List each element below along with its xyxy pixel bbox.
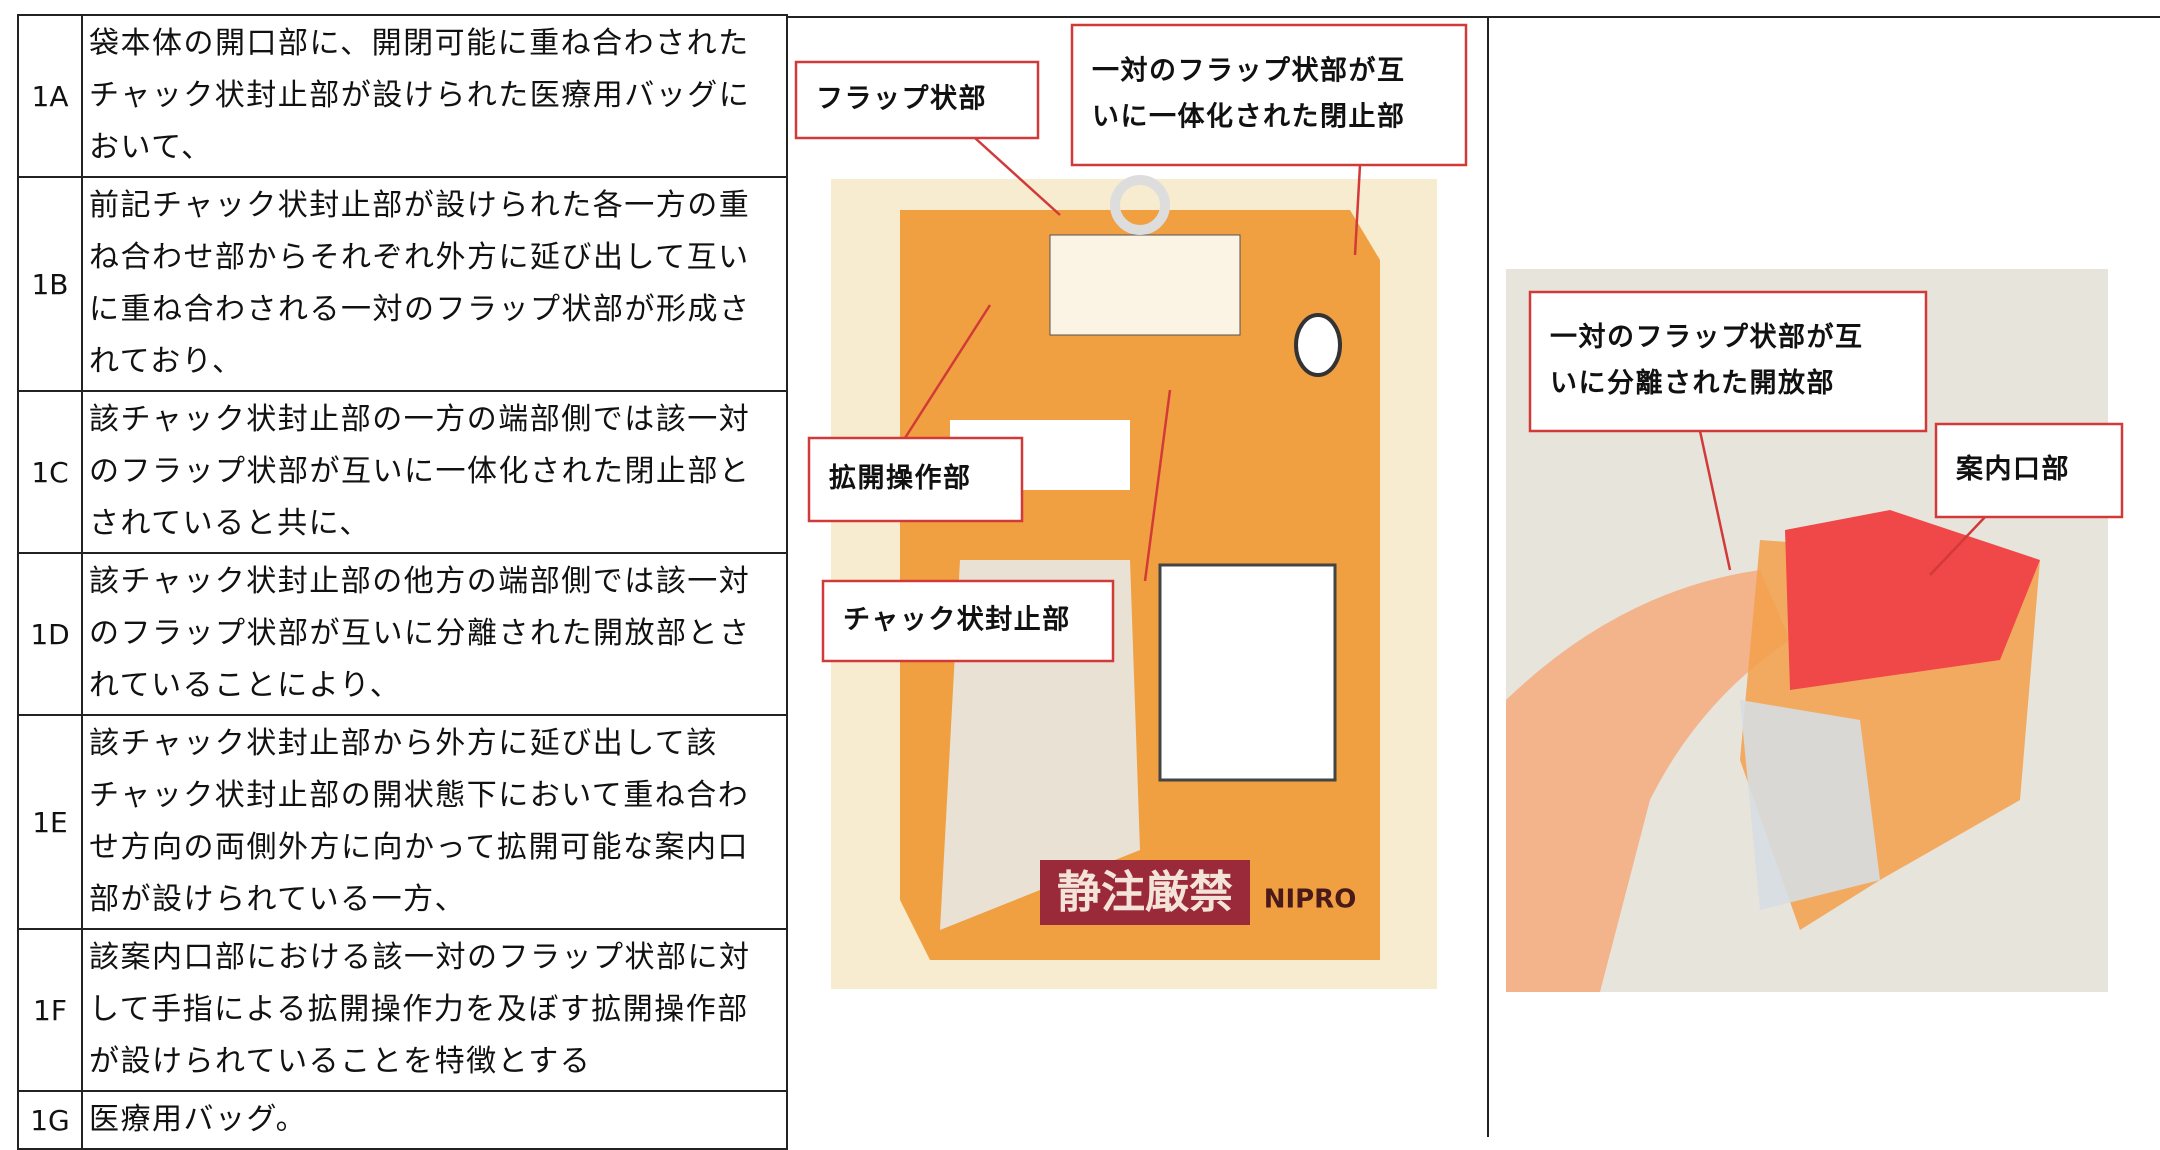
claim-line: して手指による拡開操作力を及ぼす拡開操作部 <box>89 992 749 1027</box>
label-box <box>807 436 1024 523</box>
bag-text: 静注厳禁 <box>1057 867 1233 918</box>
claim-line: チャック状封止部の開状態下において重ね合わ <box>89 778 750 813</box>
claim-row: 1D 該チャック状封止部の他方の端部側では該一対 のフラップ状部が互いに分離された開… <box>17 552 788 716</box>
label-box <box>1934 422 2124 519</box>
claim-line: 該案内口部における該一対のフラップ状部に対 <box>89 940 751 975</box>
claim-id: 1B <box>31 267 69 301</box>
bag-text: NIPRO <box>1264 885 1357 915</box>
claim-line: 該チャック状封止部の他方の端部側では該一対 <box>89 564 751 599</box>
claim-row: 1A 袋本体の開口部に、開閉可能に重ね合わされた チャック状封止部が設けられた医療用… <box>17 14 788 178</box>
label-box <box>794 60 1040 140</box>
claim-row: 1F 該案内口部における該一対のフラップ状部に対 して手指による拡開操作力を及ぼす拡… <box>17 928 788 1092</box>
label-text: 一対のフラップ状部が互 <box>1092 55 1406 87</box>
claim-text-cell: 該チャック状封止部から外方に延び出して該 チャック状封止部の開状態下において重ね合… <box>81 714 788 930</box>
claim-line: せ方向の両側外方に向かって拡開可能な案内口 <box>89 830 749 865</box>
claim-id: 1D <box>30 617 70 651</box>
claims-table: 1A 袋本体の開口部に、開閉可能に重ね合わされた チャック状封止部が設けられた医療用… <box>17 14 788 1150</box>
claim-line: が設けられていることを特徴とする <box>89 1044 592 1079</box>
label-text: チャック状封止部 <box>843 604 1071 636</box>
claim-id: 1G <box>30 1103 70 1137</box>
claim-line: おいて、 <box>89 130 213 165</box>
claim-line: 前記チャック状封止部が設けられた各一方の重 <box>89 188 751 223</box>
claim-text-cell: 袋本体の開口部に、開閉可能に重ね合わされた チャック状封止部が設けられた医療用バッ… <box>81 14 788 178</box>
label-box <box>1528 290 1928 433</box>
claim-row: 1E 該チャック状封止部から外方に延び出して該 チャック状封止部の開状態下において重… <box>17 714 788 930</box>
claim-line: 該チャック状封止部の一方の端部側では該一対 <box>89 402 751 437</box>
claim-id-cell: 1E <box>17 714 83 930</box>
claim-text-cell: 該チャック状封止部の一方の端部側では該一対 のフラップ状部が互いに一体化された閉止… <box>81 390 788 554</box>
claim-row: 1C 該チャック状封止部の一方の端部側では該一対 のフラップ状部が互いに一体化された… <box>17 390 788 554</box>
label-text: いに分離された開放部 <box>1550 367 1835 399</box>
claim-id-cell: 1B <box>17 176 83 392</box>
claim-line: れており、 <box>89 344 244 379</box>
claim-line: のフラップ状部が互いに一体化された閉止部と <box>89 454 751 489</box>
claim-text-cell: 該チャック状封止部の他方の端部側では該一対 のフラップ状部が互いに分離された開放部… <box>81 552 788 716</box>
label-box <box>821 579 1115 663</box>
claim-line: 袋本体の開口部に、開閉可能に重ね合わされた <box>89 26 750 61</box>
claim-line: のフラップ状部が互いに分離された開放部とさ <box>89 616 751 651</box>
claim-id: 1A <box>31 79 69 113</box>
leader-lines <box>903 137 1986 582</box>
claim-line: に重ね合わされる一対のフラップ状部が形成さ <box>89 292 751 327</box>
label-text: フラップ状部 <box>816 83 987 115</box>
claim-id-cell: 1D <box>17 552 83 716</box>
claim-line: 医療用バッグ。 <box>89 1102 308 1137</box>
claim-id: 1C <box>31 455 69 489</box>
claim-id: 1E <box>32 805 68 839</box>
claim-line: ね合わせ部からそれぞれ外方に延び出して互い <box>89 240 750 275</box>
claim-id: 1F <box>33 993 67 1027</box>
claim-line: チャック状封止部が設けられた医療用バッグに <box>89 78 751 113</box>
claim-line: されていると共に、 <box>89 506 371 541</box>
label-text: 拡開操作部 <box>829 462 972 494</box>
claim-line: れていることにより、 <box>89 668 402 703</box>
label-text: いに一体化された閉止部 <box>1092 101 1406 133</box>
label-text: 案内口部 <box>1955 453 2070 485</box>
claim-id-cell: 1C <box>17 390 83 554</box>
claim-line: 該チャック状封止部から外方に延び出して該 <box>89 726 718 761</box>
label-text: 一対のフラップ状部が互 <box>1550 321 1864 353</box>
claim-text-cell: 該案内口部における該一対のフラップ状部に対 して手指による拡開操作力を及ぼす拡開操… <box>81 928 788 1092</box>
label-box <box>1070 23 1468 167</box>
claim-id-cell: 1A <box>17 14 83 178</box>
claim-text-cell: 前記チャック状封止部が設けられた各一方の重 ね合わせ部からそれぞれ外方に延び出して… <box>81 176 788 392</box>
claim-id-cell: 1F <box>17 928 83 1092</box>
claim-row: 1B 前記チャック状封止部が設けられた各一方の重 ね合わせ部からそれぞれ外方に延び出… <box>17 176 788 392</box>
claim-line: 部が設けられている一方、 <box>89 882 467 917</box>
